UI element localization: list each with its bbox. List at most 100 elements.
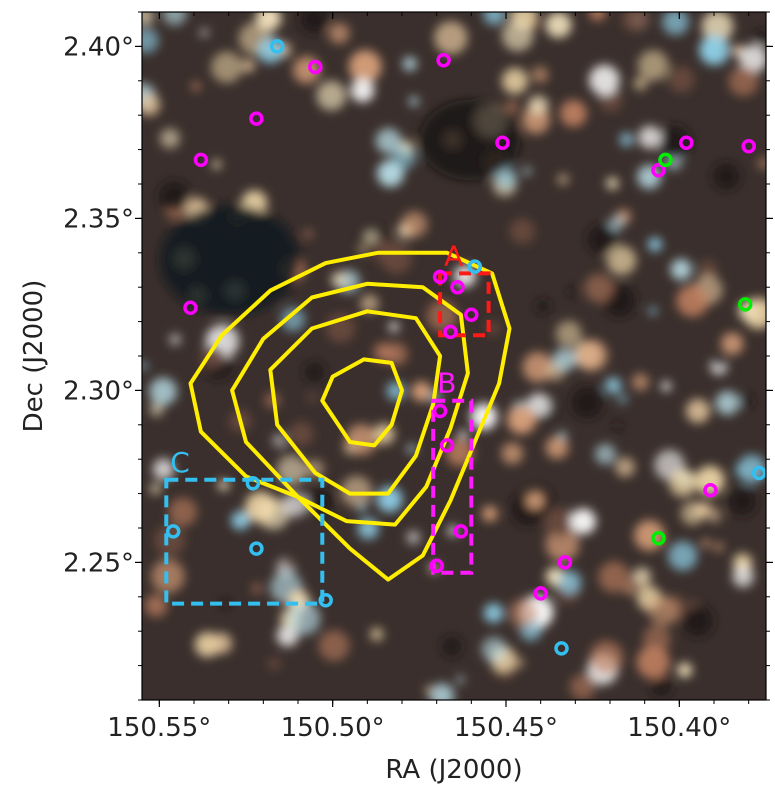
sky-source-blob [406, 530, 421, 545]
sky-source-blob [159, 128, 180, 149]
sky-source-blob [698, 260, 717, 279]
sky-source-blob [544, 507, 575, 538]
source-marker [318, 592, 333, 608]
sky-source-blob [661, 381, 671, 392]
source-marker [450, 279, 465, 295]
sky-source-blob [584, 273, 614, 303]
source-marker [464, 307, 479, 322]
sky-source-blob [199, 28, 209, 38]
source-marker [737, 297, 753, 312]
region-label-b: B [437, 367, 456, 400]
sky-source-blob [589, 12, 606, 21]
source-marker [533, 586, 548, 601]
sky-source-blob [424, 685, 434, 695]
sky-source-blob [728, 66, 759, 97]
sky-source-blob [594, 443, 616, 465]
source-marker [436, 52, 451, 68]
sky-source-blob [713, 356, 726, 368]
source-marker [741, 138, 756, 154]
sky-source-blob [402, 56, 417, 71]
sky-source-blob [608, 215, 624, 231]
source-marker [432, 403, 448, 419]
sky-source-blob [680, 501, 705, 526]
sky-source-blob [168, 497, 198, 527]
sky-source-blob [455, 675, 465, 685]
source-marker [165, 524, 181, 539]
source-marker [467, 259, 483, 274]
sky-source-blob [522, 352, 553, 383]
sky-source-blob [370, 627, 384, 641]
sky-source-blob [343, 441, 357, 455]
sky-source-blob [283, 448, 294, 460]
source-marker [495, 135, 510, 150]
sky-source-blob [615, 457, 635, 477]
sky-source-blob [388, 321, 400, 332]
sky-source-blob [676, 284, 709, 317]
y-tick-label: 2.40° [63, 32, 134, 62]
source-marker [751, 465, 766, 481]
sky-source-blob [570, 508, 596, 535]
sky-source-blob [638, 125, 662, 149]
sky-source-blob [701, 12, 734, 43]
sky-source-blob [545, 12, 572, 38]
source-marker [651, 162, 666, 178]
sky-image [142, 12, 766, 700]
sky-source-blob [268, 657, 281, 670]
sky-source-blob [501, 442, 523, 465]
sky-source-blob [142, 361, 148, 371]
source-marker [443, 324, 458, 340]
sky-source-blob [357, 503, 367, 513]
sky-source-blob [555, 320, 582, 347]
sky-source-blob [458, 430, 468, 439]
source-marker [249, 541, 264, 556]
sky-source-blob [483, 12, 506, 26]
sky-source-blob [330, 271, 347, 288]
sky-source-blob [648, 306, 658, 316]
source-marker [429, 558, 444, 574]
source-marker [249, 111, 264, 126]
x-axis-title: RA (J2000) [385, 755, 522, 785]
dark-void [160, 205, 300, 315]
sky-source-blob [634, 520, 665, 551]
source-marker [193, 152, 209, 168]
sky-source-blob [732, 565, 754, 588]
sky-source-blob [648, 596, 679, 627]
sky-source-blob [363, 229, 378, 245]
sky-source-blob [360, 294, 379, 314]
sky-source-blob [521, 166, 532, 177]
sky-source-blob [507, 598, 538, 629]
sky-source-blob [670, 258, 692, 281]
sky-source-blob [589, 64, 620, 96]
sky-source-blob [481, 636, 507, 663]
sky-source-blob [715, 391, 740, 415]
sky-source-blob [304, 361, 325, 383]
sky-source-blob [648, 237, 662, 252]
sky-source-blob [509, 218, 535, 244]
dark-void [420, 100, 520, 180]
source-marker [658, 152, 673, 168]
sky-source-blob [622, 12, 649, 32]
sky-source-blob [304, 229, 313, 239]
sky-source-blob [604, 377, 622, 394]
y-tick-label: 2.35° [63, 204, 134, 234]
sky-source-blob [613, 421, 622, 430]
sky-source-blob [316, 80, 347, 111]
sky-source-blob [328, 22, 350, 44]
sky-source-blob [682, 605, 714, 637]
sky-source-blob [142, 12, 154, 26]
sky-source-blob [251, 583, 263, 594]
sky-source-blob [401, 211, 428, 238]
sky-source-blob [406, 444, 417, 454]
sky-source-blob [536, 299, 550, 313]
sky-source-blob [149, 402, 164, 417]
sky-source-blob [701, 539, 710, 548]
sky-source-blob [482, 505, 498, 522]
sky-source-blob [526, 491, 544, 510]
source-marker [183, 300, 198, 316]
sky-source-blob [606, 177, 619, 190]
sky-source-blob [434, 21, 468, 55]
sky-source-blob [737, 454, 766, 484]
region-labels: A B C [170, 239, 463, 478]
region-box-a [438, 271, 491, 338]
sky-source-blob [381, 243, 412, 274]
